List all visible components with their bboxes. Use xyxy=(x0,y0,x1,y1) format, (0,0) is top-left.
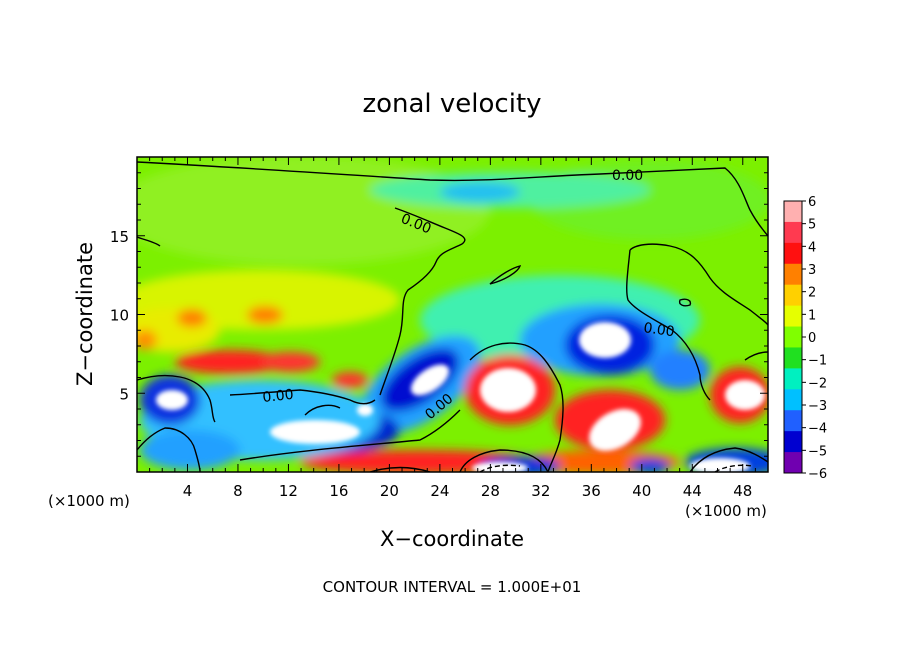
footer-note: CONTOUR INTERVAL = 1.000E+01 xyxy=(323,578,582,596)
colorbar-label: 3 xyxy=(808,263,816,278)
colorbar-label: −4 xyxy=(808,422,827,437)
contour-line xyxy=(469,342,564,472)
x-axis-label: X−coordinate xyxy=(380,527,524,551)
colorbar-swatch xyxy=(784,284,802,307)
contour-line xyxy=(459,449,549,472)
field-core xyxy=(156,390,188,410)
field-blob xyxy=(140,430,240,470)
x-tick-label: 8 xyxy=(233,482,243,500)
field-core xyxy=(472,462,528,472)
contour-line xyxy=(629,243,768,326)
x-unit-left: (×1000 m) xyxy=(48,492,130,510)
colorbar-swatch xyxy=(784,201,802,223)
x-tick-label: 28 xyxy=(481,482,500,500)
contour-line xyxy=(689,447,768,472)
colorbar-label: −3 xyxy=(808,399,827,414)
colorbar-swatch xyxy=(784,221,802,244)
colorbar-label: −2 xyxy=(808,376,827,391)
contour-label: 0.00 xyxy=(262,387,295,406)
contour-line xyxy=(229,389,376,405)
x-tick-label: 20 xyxy=(380,482,399,500)
zero-contours xyxy=(137,161,768,472)
x-tick-label: 16 xyxy=(329,482,348,500)
field-core xyxy=(579,322,631,358)
contour-line xyxy=(379,207,466,396)
colorbar-label: −6 xyxy=(808,467,827,482)
x-tick-label: 48 xyxy=(733,482,752,500)
field-core xyxy=(480,368,536,412)
chart-title: zonal velocity xyxy=(362,89,541,119)
contour-line xyxy=(678,298,692,307)
colorbar-swatch xyxy=(784,389,802,411)
contour-line xyxy=(744,351,768,361)
field-blob xyxy=(440,182,520,202)
field-blob xyxy=(175,350,285,374)
x-tick-label: 4 xyxy=(183,482,193,500)
contour-label: 0.00 xyxy=(642,320,675,340)
y-tick-labels: 5 10 15 xyxy=(110,228,129,404)
x-tick-labels: 4 8 12 16 20 24 28 32 36 40 44 48 xyxy=(183,482,753,500)
field-blob xyxy=(630,458,670,472)
x-unit-right: (×1000 m) xyxy=(685,502,767,520)
contour-line xyxy=(304,404,341,416)
field-blob xyxy=(332,372,368,388)
field-core xyxy=(270,420,360,444)
colorbar: 6 5 4 3 2 1 0 −1 −2 −3 −4 −5 −6 xyxy=(783,195,827,482)
colorbar-swatch xyxy=(784,242,802,265)
y-tick-label: 10 xyxy=(110,307,129,325)
x-tick-label: 32 xyxy=(531,482,550,500)
field-core xyxy=(410,364,450,396)
field-core xyxy=(357,404,373,416)
contour-line xyxy=(479,464,521,472)
y-tick-label: 5 xyxy=(119,385,129,403)
colorbar-label: 1 xyxy=(808,308,816,323)
field-blobs xyxy=(137,157,768,472)
x-tick-label: 44 xyxy=(683,482,702,500)
colorbar-label: 0 xyxy=(808,331,816,346)
x-tick-label: 40 xyxy=(632,482,651,500)
colorbar-swatch xyxy=(784,326,802,348)
colorbar-label: 2 xyxy=(808,286,816,301)
field-core xyxy=(589,409,641,451)
x-tick-label: 36 xyxy=(582,482,601,500)
field-cores xyxy=(156,322,765,472)
colorbar-swatch xyxy=(784,368,802,390)
contour-line xyxy=(137,161,768,237)
axis-ticks xyxy=(137,157,768,472)
colorbar-swatch xyxy=(784,305,802,328)
field-blob xyxy=(260,352,320,372)
colorbar-label: 5 xyxy=(808,218,816,233)
contour-line xyxy=(137,427,201,472)
colorbar-swatch xyxy=(784,452,802,474)
contour-line xyxy=(137,236,161,247)
colorbar-label: 6 xyxy=(808,195,816,210)
contour-line xyxy=(239,409,461,461)
field-core xyxy=(725,380,765,410)
field-blob xyxy=(247,306,283,324)
contour-line xyxy=(369,466,431,472)
contour-line xyxy=(626,249,711,401)
y-tick-label: 15 xyxy=(110,228,129,246)
x-tick-label: 24 xyxy=(430,482,449,500)
colorbar-swatch xyxy=(784,431,802,453)
colorbar-label: −5 xyxy=(808,444,827,459)
colorbar-swatch xyxy=(784,347,802,369)
y-axis-label: Z−coordinate xyxy=(73,242,97,386)
contour-line xyxy=(137,374,216,423)
contour-label: 0.00 xyxy=(612,168,643,184)
x-tick-label: 12 xyxy=(279,482,298,500)
colorbar-swatch xyxy=(784,410,802,432)
colorbar-label: 4 xyxy=(808,240,816,255)
field-blob xyxy=(177,309,207,327)
colorbar-swatch xyxy=(784,263,802,286)
plot-area: 0.00 0.00 0.00 0.00 0.00 xyxy=(137,157,768,472)
contour-line xyxy=(489,265,522,285)
field-blob xyxy=(137,330,157,350)
colorbar-label: −1 xyxy=(808,354,827,369)
